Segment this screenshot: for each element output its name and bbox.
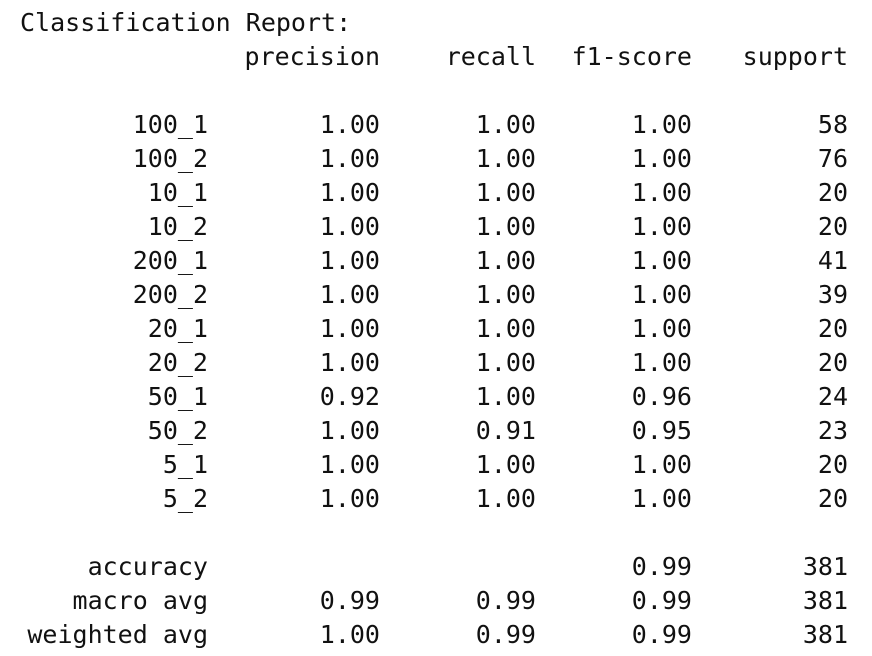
row-recall: 1.00	[475, 382, 536, 411]
row-label: 20_2	[147, 348, 208, 377]
row-recall: 1.00	[475, 212, 536, 241]
table-row: 100_2 1.00 1.00 1.00 76	[20, 142, 860, 176]
row-f1-score: 0.99	[631, 620, 692, 649]
row-f1-score: 1.00	[631, 212, 692, 241]
classification-report: Classification Report: precision recall …	[20, 0, 860, 656]
row-label: 10_2	[147, 212, 208, 241]
row-recall: 1.00	[475, 144, 536, 173]
row-recall: 1.00	[475, 280, 536, 309]
row-support: 23	[817, 416, 848, 445]
row-recall: 0.99	[475, 620, 536, 649]
row-label: weighted avg	[27, 620, 208, 649]
row-label: 5_2	[162, 484, 208, 513]
row-f1-score: 0.99	[631, 586, 692, 615]
row-f1-score: 1.00	[631, 450, 692, 479]
row-precision: 1.00	[319, 144, 380, 173]
row-recall: 1.00	[475, 348, 536, 377]
row-recall: 1.00	[475, 246, 536, 275]
row-recall: 1.00	[475, 450, 536, 479]
row-support: 381	[802, 586, 848, 615]
table-row: 5_2 1.00 1.00 1.00 20	[20, 482, 860, 516]
row-f1-score: 1.00	[631, 246, 692, 275]
report-title: Classification Report:	[20, 8, 352, 37]
header-row: precision recall f1-score support	[20, 40, 860, 74]
row-support: 20	[817, 212, 848, 241]
row-precision: 0.92	[319, 382, 380, 411]
row-precision: 1.00	[319, 620, 380, 649]
table-row: 50_1 0.92 1.00 0.96 24	[20, 380, 860, 414]
row-support: 24	[817, 382, 848, 411]
row-recall: 1.00	[475, 484, 536, 513]
row-support: 41	[817, 246, 848, 275]
row-label: 50_2	[147, 416, 208, 445]
header-recall: recall	[445, 42, 536, 71]
header-support: support	[742, 42, 848, 71]
row-precision: 1.00	[319, 450, 380, 479]
summary-row-accuracy: accuracy 0.99 381	[20, 550, 860, 584]
row-support: 20	[817, 450, 848, 479]
row-precision: 0.99	[319, 586, 380, 615]
row-f1-score: 1.00	[631, 348, 692, 377]
table-row: 5_1 1.00 1.00 1.00 20	[20, 448, 860, 482]
row-label: accuracy	[87, 552, 208, 581]
summary-row-weighted-avg: weighted avg 1.00 0.99 0.99 381	[20, 618, 860, 652]
row-label: macro avg	[72, 586, 208, 615]
row-f1-score: 1.00	[631, 110, 692, 139]
row-f1-score: 1.00	[631, 144, 692, 173]
row-recall: 0.99	[475, 586, 536, 615]
row-label: 50_1	[147, 382, 208, 411]
summary-row-macro-avg: macro avg 0.99 0.99 0.99 381	[20, 584, 860, 618]
row-support: 20	[817, 314, 848, 343]
row-f1-score: 0.96	[631, 382, 692, 411]
row-precision: 1.00	[319, 110, 380, 139]
row-support: 20	[817, 178, 848, 207]
row-precision: 1.00	[319, 348, 380, 377]
header-f1-score: f1-score	[571, 42, 692, 71]
row-support: 39	[817, 280, 848, 309]
row-recall: 1.00	[475, 178, 536, 207]
row-label: 200_2	[132, 280, 208, 309]
row-recall: 1.00	[475, 314, 536, 343]
table-row: 200_1 1.00 1.00 1.00 41	[20, 244, 860, 278]
row-label: 10_1	[147, 178, 208, 207]
table-row: 100_1 1.00 1.00 1.00 58	[20, 108, 860, 142]
table-row: 200_2 1.00 1.00 1.00 39	[20, 278, 860, 312]
table-row: 20_1 1.00 1.00 1.00 20	[20, 312, 860, 346]
row-recall: 0.91	[475, 416, 536, 445]
row-support: 76	[817, 144, 848, 173]
row-label: 20_1	[147, 314, 208, 343]
header-precision: precision	[244, 42, 380, 71]
table-row: 20_2 1.00 1.00 1.00 20	[20, 346, 860, 380]
row-f1-score: 1.00	[631, 178, 692, 207]
row-f1-score: 0.95	[631, 416, 692, 445]
row-precision: 1.00	[319, 416, 380, 445]
row-support: 58	[817, 110, 848, 139]
table-row: 50_2 1.00 0.91 0.95 23	[20, 414, 860, 448]
row-label: 5_1	[162, 450, 208, 479]
row-recall: 1.00	[475, 110, 536, 139]
row-precision: 1.00	[319, 178, 380, 207]
row-precision: 1.00	[319, 314, 380, 343]
row-f1-score: 1.00	[631, 484, 692, 513]
row-support: 20	[817, 348, 848, 377]
row-support: 381	[802, 620, 848, 649]
row-f1-score: 1.00	[631, 280, 692, 309]
row-precision: 1.00	[319, 484, 380, 513]
table-row: 10_1 1.00 1.00 1.00 20	[20, 176, 860, 210]
row-support: 381	[802, 552, 848, 581]
row-support: 20	[817, 484, 848, 513]
row-precision: 1.00	[319, 246, 380, 275]
row-f1-score: 1.00	[631, 314, 692, 343]
row-label: 100_1	[132, 110, 208, 139]
row-label: 100_2	[132, 144, 208, 173]
row-f1-score: 0.99	[631, 552, 692, 581]
row-label: 200_1	[132, 246, 208, 275]
row-precision: 1.00	[319, 212, 380, 241]
row-precision: 1.00	[319, 280, 380, 309]
table-row: 10_2 1.00 1.00 1.00 20	[20, 210, 860, 244]
